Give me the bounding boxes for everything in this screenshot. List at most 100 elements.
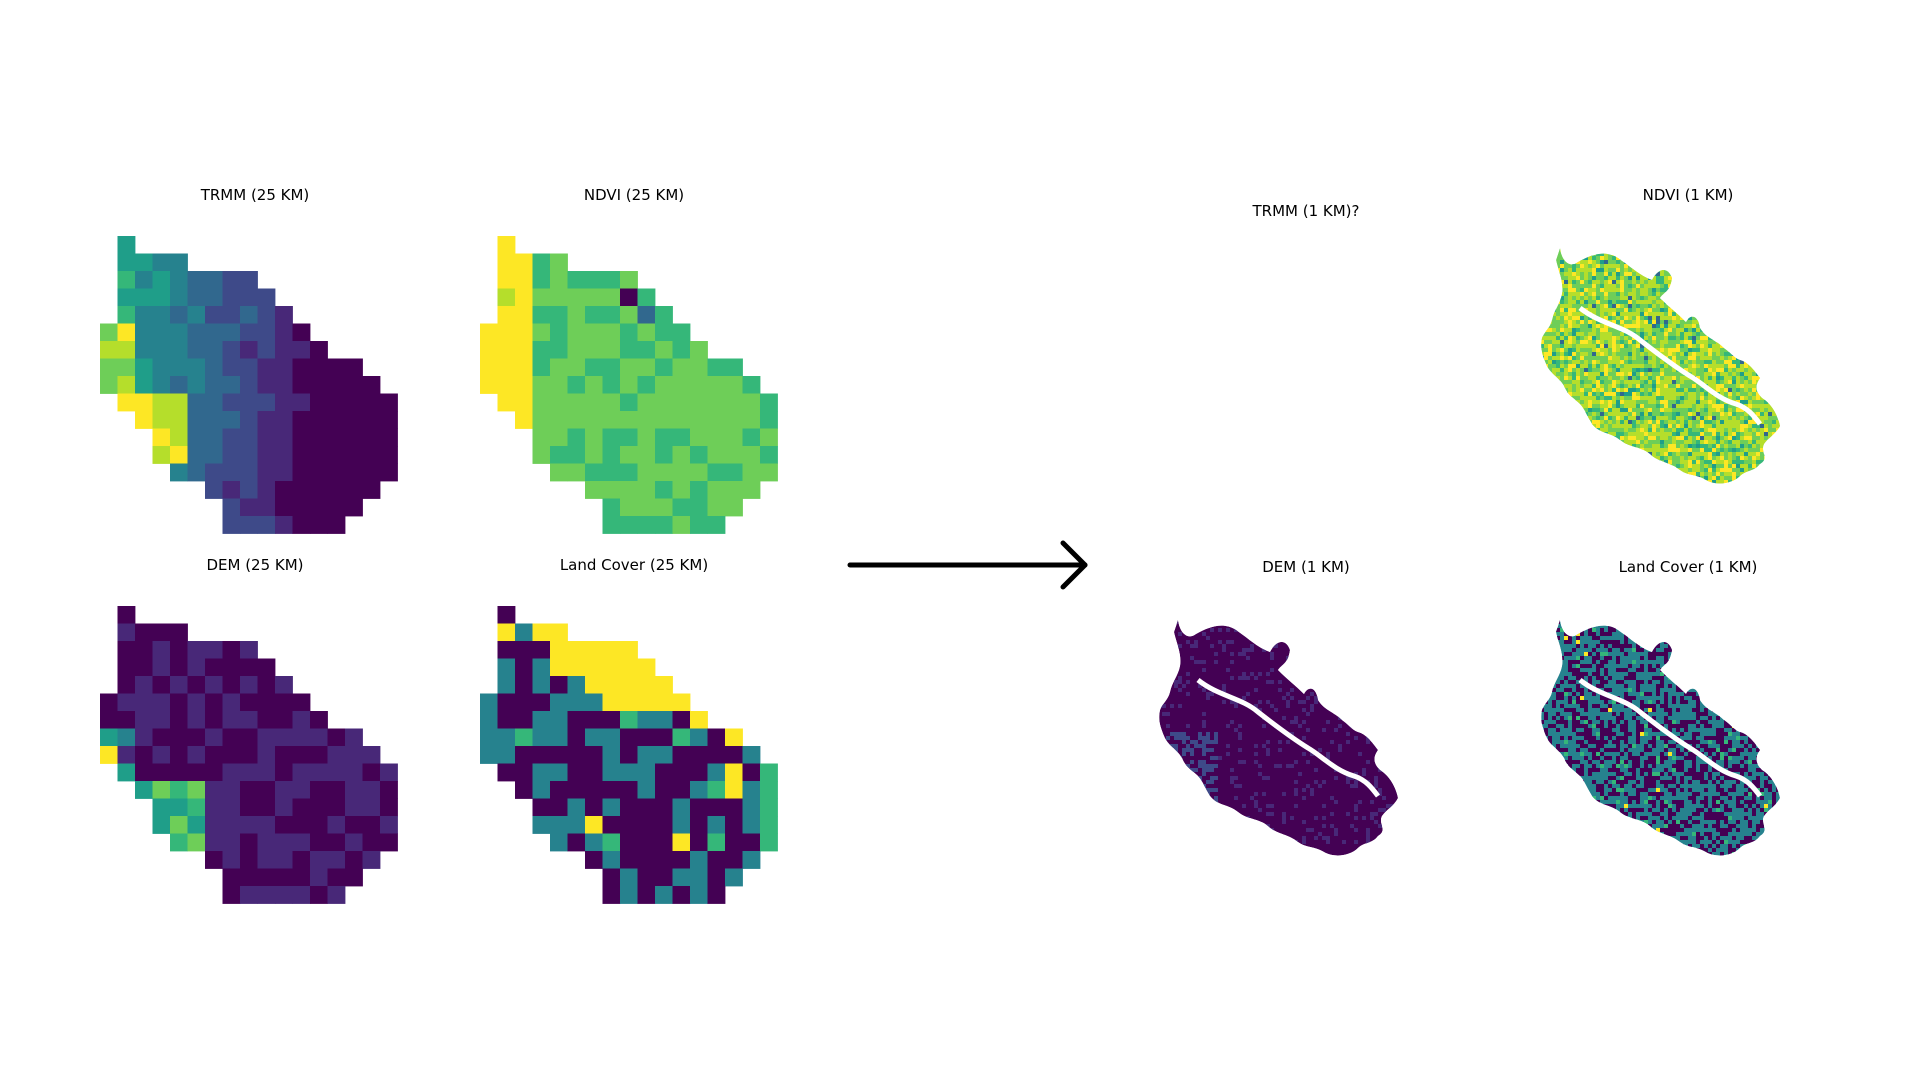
raster-pixel <box>1322 804 1326 808</box>
raster-pixel <box>1584 464 1588 468</box>
raster-pixel <box>1624 728 1628 732</box>
raster-pixel <box>1564 428 1568 432</box>
raster-pixel <box>1580 476 1584 480</box>
raster-pixel <box>1286 656 1290 660</box>
raster-pixel <box>1262 628 1266 632</box>
raster-cell <box>567 816 586 834</box>
raster-pixel <box>1728 744 1732 748</box>
raster-pixel <box>1708 448 1712 452</box>
raster-cell <box>310 746 328 764</box>
raster-pixel <box>1688 416 1692 420</box>
raster-pixel <box>1556 692 1560 696</box>
raster-pixel <box>1652 648 1656 652</box>
raster-pixel <box>1720 416 1724 420</box>
raster-cell <box>152 411 171 429</box>
raster-pixel <box>1708 384 1712 388</box>
raster-pixel <box>1648 284 1652 288</box>
raster-pixel <box>1314 700 1318 704</box>
raster-pixel <box>1190 780 1194 784</box>
raster-pixel <box>1712 336 1716 340</box>
raster-pixel <box>1676 632 1680 636</box>
raster-pixel <box>1672 376 1676 380</box>
raster-pixel <box>1768 372 1772 376</box>
raster-pixel <box>1708 304 1712 308</box>
raster-pixel <box>1732 336 1736 340</box>
raster-cell <box>240 498 258 517</box>
raster-cell <box>152 323 171 342</box>
raster-cell <box>222 763 241 782</box>
raster-pixel <box>1724 300 1728 304</box>
raster-pixel <box>1541 444 1544 448</box>
raster-pixel <box>1692 644 1696 648</box>
raster-pixel <box>1652 260 1656 264</box>
raster-pixel <box>1334 652 1338 656</box>
raster-pixel <box>1386 652 1390 656</box>
raster-pixel <box>1541 324 1544 328</box>
raster-cell <box>275 711 293 729</box>
raster-pixel <box>1656 632 1660 636</box>
raster-pixel <box>1182 796 1186 800</box>
raster-pixel <box>1564 692 1568 696</box>
raster-pixel <box>1576 260 1580 264</box>
raster-pixel <box>1636 316 1640 320</box>
raster-pixel <box>1672 392 1676 396</box>
raster-pixel <box>1600 268 1604 272</box>
raster-pixel <box>1712 372 1716 376</box>
raster-pixel <box>1632 264 1636 268</box>
raster-cell <box>117 323 136 342</box>
raster-cell <box>480 358 498 377</box>
raster-pixel <box>1780 656 1784 660</box>
raster-pixel <box>1560 628 1564 632</box>
raster-pixel <box>1756 484 1760 488</box>
raster-pixel <box>1732 460 1736 464</box>
raster-pixel <box>1736 452 1740 456</box>
raster-pixel <box>1186 680 1190 684</box>
raster-pixel <box>1580 468 1584 472</box>
raster-pixel <box>1624 448 1628 452</box>
raster-cell <box>602 446 621 464</box>
raster-pixel <box>1174 752 1178 756</box>
raster-pixel <box>1736 384 1740 388</box>
raster-pixel <box>1186 800 1190 804</box>
raster-pixel <box>1584 744 1588 748</box>
raster-pixel <box>1748 372 1752 376</box>
raster-cell <box>135 288 153 307</box>
raster-pixel <box>1700 312 1704 316</box>
raster-pixel <box>1628 404 1632 408</box>
raster-pixel <box>1772 624 1776 628</box>
raster-pixel <box>1620 324 1624 328</box>
raster-cell <box>532 393 551 412</box>
raster-pixel <box>1784 448 1788 452</box>
raster-pixel <box>1728 640 1732 644</box>
raster-pixel <box>1740 308 1744 312</box>
raster-cell <box>152 428 171 447</box>
raster-pixel <box>1202 836 1206 840</box>
raster-pixel <box>1644 424 1648 428</box>
raster-cell <box>240 641 258 659</box>
raster-pixel <box>1720 680 1724 684</box>
raster-pixel <box>1728 436 1732 440</box>
raster-pixel <box>1608 332 1612 336</box>
raster-cell <box>170 376 188 394</box>
raster-pixel <box>1784 376 1788 380</box>
raster-pixel <box>1660 348 1664 352</box>
raster-pixel <box>1552 664 1556 668</box>
raster-pixel <box>1696 444 1700 448</box>
raster-pixel <box>1564 284 1568 288</box>
raster-pixel <box>1612 484 1616 488</box>
raster-pixel <box>1628 408 1632 412</box>
raster-pixel <box>1720 664 1724 668</box>
raster-pixel <box>1572 464 1576 468</box>
raster-pixel <box>1572 252 1576 256</box>
raster-pixel <box>1684 340 1688 344</box>
raster-pixel <box>1680 672 1684 676</box>
raster-pixel <box>1541 440 1544 444</box>
raster-pixel <box>1648 380 1652 384</box>
raster-cell <box>515 358 533 377</box>
raster-pixel <box>1600 720 1604 724</box>
raster-pixel <box>1780 724 1784 728</box>
raster-pixel <box>1560 412 1564 416</box>
raster-cell <box>257 711 276 729</box>
raster-pixel <box>1660 368 1664 372</box>
raster-pixel <box>1736 460 1740 464</box>
